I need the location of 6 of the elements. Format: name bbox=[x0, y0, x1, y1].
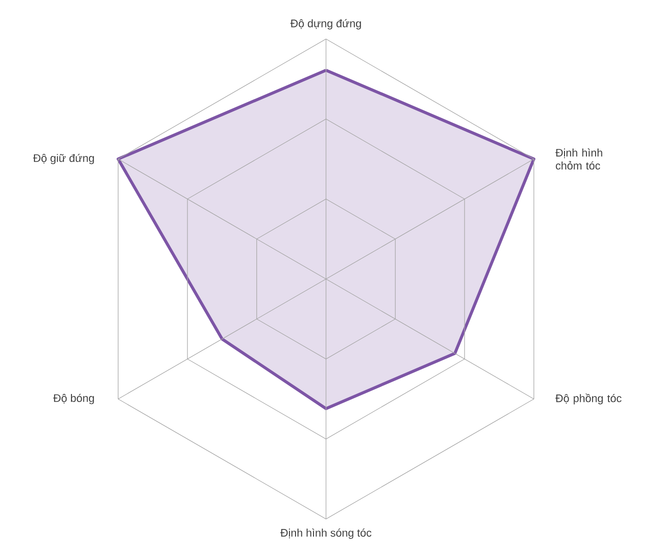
spoke-label: Độ dựng đứng bbox=[290, 19, 361, 30]
spoke-label: Định hình chỏm tóc bbox=[555, 148, 602, 170]
spoke-label: Định hình sóng tóc bbox=[280, 528, 372, 539]
spoke-label: Độ phồng tóc bbox=[555, 394, 622, 404]
spoke-label: Độ giữ đứng bbox=[33, 154, 94, 164]
spoke-label: Độ bóng bbox=[53, 394, 94, 404]
